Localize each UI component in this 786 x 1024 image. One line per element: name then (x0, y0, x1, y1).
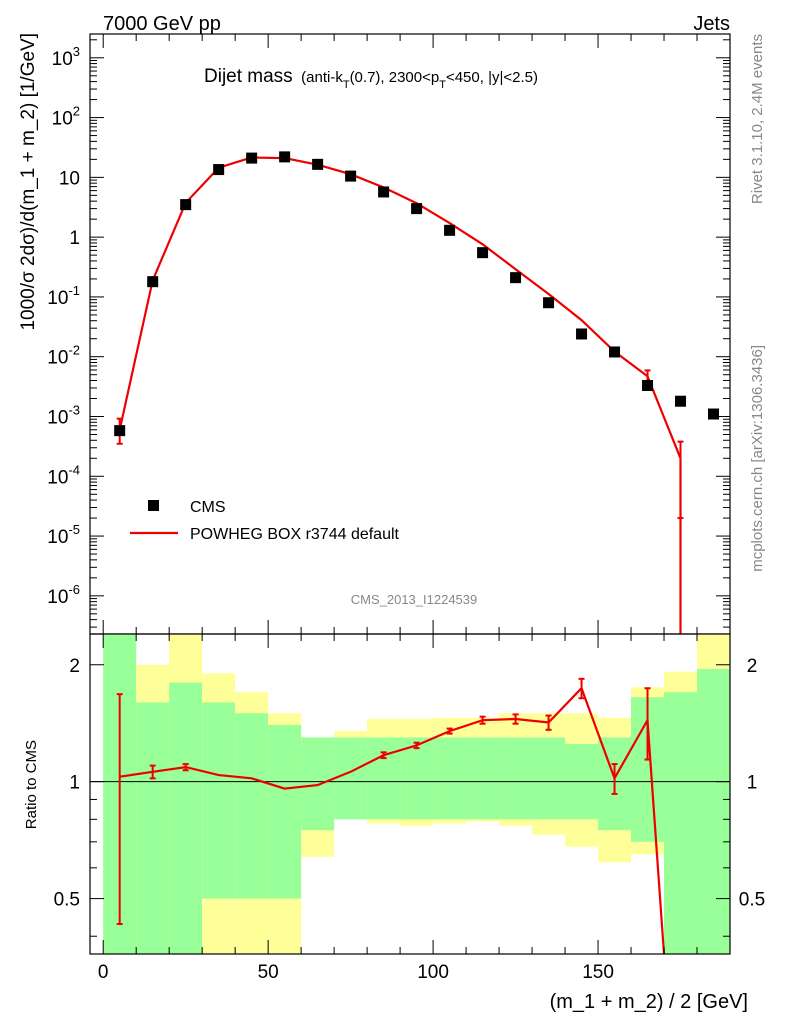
ratio-y-tick-label-right: 0.5 (739, 890, 765, 911)
analysis-id-label: CMS_2013_I1224539 (351, 592, 478, 607)
main-y-tick-label: 10 (59, 168, 80, 189)
ratio-bands-layer (103, 634, 730, 954)
ratio-green-band (334, 737, 368, 820)
legend-data-marker (148, 500, 159, 511)
cms-data-point (378, 186, 390, 198)
cms-data-point (510, 272, 522, 284)
header-right: Jets (693, 13, 730, 35)
main-y-ticks: 10-6 10-5 10-4 10-3 10-2 10-1 1 10 102 103 (47, 39, 730, 628)
ratio-green-band (400, 737, 434, 820)
plot-title: Dijet mass (anti-kT(0.7), 2300<pT<450, |… (204, 66, 538, 91)
main-y-tick-label: 10-6 (47, 582, 80, 608)
legend: CMS POWHEG BOX r3744 default (130, 499, 400, 543)
ratio-green-band (136, 702, 170, 954)
x-axis-label: (m_1 + m_2) / 2 [GeV] (550, 991, 748, 1013)
ratio-green-band (202, 702, 236, 899)
legend-mc-label: POWHEG BOX r3744 default (190, 526, 400, 543)
cms-data-point (180, 199, 192, 211)
cms-data-point (576, 328, 588, 340)
main-y-tick-label: 10-3 (47, 402, 80, 428)
ratio-y-tick-label-right: 1 (747, 773, 758, 794)
x-tick-label: 100 (417, 962, 449, 983)
cms-data-point (213, 164, 225, 176)
main-y-axis-label: 1000/σ 2dσ)/d(m_1 + m_2) [1/GeV] (18, 33, 39, 331)
x-tick-label: 150 (582, 962, 614, 983)
main-y-tick-label: 10-2 (47, 343, 80, 369)
cms-data-point (642, 379, 654, 391)
main-y-tick-label: 10-4 (47, 462, 80, 488)
ratio-green-band (499, 737, 533, 820)
mcplots-label: mcplots.cern.ch [arXiv:1306.3436] (749, 345, 766, 572)
cms-data-point (246, 152, 258, 164)
cms-data-point (279, 151, 291, 163)
ratio-green-band (532, 737, 566, 820)
ratio-green-band (466, 737, 500, 820)
title-sub-t1: T (343, 79, 350, 91)
main-y-tick-label: 10-1 (47, 283, 80, 309)
main-marks-layer (114, 151, 720, 634)
main-y-tick-label: 102 (52, 104, 80, 130)
title-sub-t2: T (439, 79, 446, 91)
cms-data-point (675, 395, 687, 407)
cms-data-point (147, 276, 159, 288)
ratio-line (119, 686, 666, 955)
ratio-green-band (664, 692, 698, 954)
ratio-green-band (169, 682, 203, 954)
main-y-tick-label: 10-5 (47, 522, 80, 548)
ratio-green-band (301, 737, 335, 831)
main-y-tick-label: 103 (52, 44, 80, 70)
title-sub-post: <450, |y|<2.5) (446, 69, 538, 86)
ratio-y-tick-label-right: 2 (747, 656, 758, 677)
cms-data-point (444, 224, 456, 236)
cms-data-point (543, 297, 555, 309)
ratio-green-band (235, 713, 269, 899)
ratio-y-ticks: 0.5 0.5 1 1 2 2 (54, 656, 765, 937)
ratio-panel: 0.5 0.5 1 1 2 2 0 50 100 150 (54, 34, 765, 983)
title-main: Dijet mass (204, 66, 293, 87)
ratio-y-tick-label: 2 (69, 656, 80, 677)
legend-data-label: CMS (190, 499, 226, 516)
ratio-y-axis-label: Ratio to CMS (23, 740, 40, 829)
mc-line (118, 156, 682, 634)
ratio-green-band (433, 737, 467, 820)
ratio-frame (89, 633, 731, 955)
title-sub-pre: (anti-k (301, 69, 343, 86)
ratio-marks-layer (116, 677, 666, 955)
x-ticks: 0 50 100 150 (98, 34, 731, 983)
ratio-y-tick-label: 1 (69, 773, 80, 794)
cms-data-point (411, 203, 423, 215)
cms-data-point (708, 408, 720, 420)
rivet-version-label: Rivet 3.1.10, 2.4M events (749, 34, 766, 204)
cms-data-point (345, 170, 357, 182)
ratio-green-band (268, 724, 302, 899)
title-sub-mid: (0.7), 2300<p (350, 69, 440, 86)
x-tick-label: 0 (98, 962, 109, 983)
ratio-y-tick-label: 0.5 (54, 890, 80, 911)
cms-data-point (114, 425, 126, 437)
ratio-green-band (697, 669, 730, 954)
main-frame (89, 33, 731, 635)
main-panel: 10-6 10-5 10-4 10-3 10-2 10-1 1 10 102 103 (47, 33, 731, 635)
x-tick-label: 50 (258, 962, 279, 983)
header-left: 7000 GeV pp (103, 13, 221, 35)
ratio-green-band (367, 737, 401, 820)
cms-data-point (477, 247, 489, 259)
cms-data-point (312, 158, 324, 170)
cms-data-point (609, 346, 621, 358)
main-y-tick-label: 1 (69, 228, 80, 249)
